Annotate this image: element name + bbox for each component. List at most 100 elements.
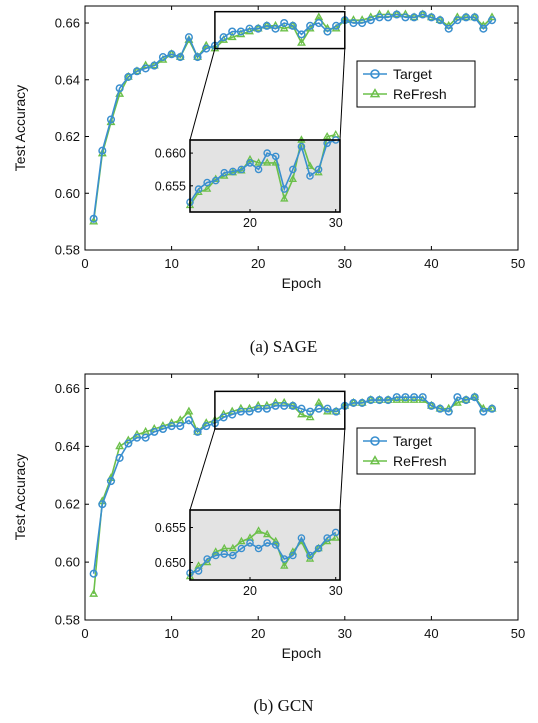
inset-x-tick-label: 20 bbox=[243, 216, 257, 230]
inset-frame bbox=[189, 509, 341, 581]
data-point-target bbox=[124, 439, 133, 448]
data-point-target bbox=[280, 401, 289, 410]
y-tick-label: 0.66 bbox=[55, 16, 80, 31]
data-point-target bbox=[158, 53, 167, 62]
data-point-target bbox=[375, 13, 384, 22]
data-point-target bbox=[184, 416, 193, 425]
data-point-refresh bbox=[452, 397, 462, 406]
data-point-target bbox=[158, 424, 167, 434]
data-point-target bbox=[349, 398, 358, 407]
inset-point-target bbox=[203, 555, 211, 563]
data-point-refresh bbox=[227, 32, 237, 41]
data-point-target bbox=[375, 395, 384, 405]
inset-point-target bbox=[314, 544, 323, 553]
inset-point-target bbox=[237, 544, 246, 553]
inset-y-tick-label: 0.655 bbox=[155, 521, 186, 535]
inset-point-refresh bbox=[280, 561, 289, 569]
data-point-target bbox=[262, 21, 271, 30]
data-point-target bbox=[384, 395, 393, 405]
data-point-refresh bbox=[106, 117, 116, 126]
data-point-target bbox=[444, 24, 453, 33]
legend-label-refresh: ReFresh bbox=[393, 453, 447, 469]
inset-point-refresh bbox=[288, 174, 298, 182]
inset-point-refresh bbox=[211, 547, 220, 555]
inset-point-refresh bbox=[228, 543, 238, 552]
data-point-target bbox=[427, 401, 436, 410]
data-point-target bbox=[314, 18, 323, 28]
y-tick-label: 0.62 bbox=[55, 129, 80, 144]
y-tick-label: 0.66 bbox=[55, 381, 80, 396]
inset-point-target bbox=[297, 534, 306, 542]
data-point-target bbox=[470, 13, 479, 22]
inset-point-refresh bbox=[280, 194, 289, 202]
zoom-connector bbox=[339, 48, 346, 141]
x-tick-label: 20 bbox=[251, 256, 265, 271]
inset-point-refresh bbox=[305, 161, 315, 169]
plot-frame bbox=[84, 373, 519, 621]
inset-x-tick-label: 20 bbox=[243, 584, 257, 598]
data-point-target bbox=[150, 61, 159, 70]
inset-point-target bbox=[280, 185, 289, 193]
inset-point-target bbox=[297, 142, 306, 151]
data-point-refresh bbox=[305, 412, 315, 421]
data-point-target bbox=[254, 24, 263, 33]
inset-point-refresh bbox=[245, 154, 255, 163]
data-point-target bbox=[479, 407, 488, 416]
data-point-target bbox=[461, 395, 471, 405]
plot-frame bbox=[84, 5, 519, 251]
inset-y-tick-label: 0.655 bbox=[155, 179, 186, 193]
data-point-target bbox=[392, 10, 401, 19]
data-point-target bbox=[297, 30, 306, 39]
data-point-target bbox=[98, 146, 107, 155]
data-point-target bbox=[323, 404, 332, 413]
data-point-target bbox=[288, 401, 297, 410]
inset-point-target bbox=[263, 539, 271, 547]
data-point-refresh bbox=[297, 409, 306, 418]
inset-point-target bbox=[194, 567, 203, 575]
y-axis-title: Test Accuracy bbox=[12, 454, 28, 540]
data-point-target bbox=[461, 13, 471, 22]
data-point-refresh bbox=[279, 23, 289, 32]
inset-point-refresh bbox=[262, 529, 272, 538]
data-point-target bbox=[288, 21, 297, 30]
data-point-refresh bbox=[89, 216, 99, 225]
data-point-target bbox=[487, 16, 497, 25]
data-point-target bbox=[245, 24, 254, 33]
data-point-target bbox=[314, 404, 323, 413]
data-point-target bbox=[184, 33, 193, 42]
y-tick-label: 0.60 bbox=[55, 555, 80, 570]
data-point-target bbox=[219, 413, 228, 422]
data-point-target bbox=[124, 72, 133, 81]
data-point-target bbox=[132, 433, 142, 442]
legend-label-target: Target bbox=[393, 66, 432, 82]
inset-point-target bbox=[220, 168, 229, 177]
data-point-target bbox=[306, 21, 315, 30]
data-point-target bbox=[453, 16, 462, 25]
inset-point-target bbox=[271, 541, 280, 549]
data-point-target bbox=[349, 18, 358, 28]
inset-point-refresh bbox=[331, 130, 340, 138]
legend-marker-refresh bbox=[369, 455, 381, 465]
data-point-target bbox=[167, 50, 176, 59]
inset-point-refresh bbox=[254, 158, 263, 166]
x-tick-label: 40 bbox=[424, 256, 438, 271]
x-tick-label: 0 bbox=[81, 626, 88, 641]
x-axis-title: Epoch bbox=[282, 645, 322, 661]
data-point-target bbox=[323, 27, 332, 36]
inset-point-refresh bbox=[254, 526, 263, 534]
data-point-target bbox=[280, 18, 289, 28]
data-point-target bbox=[262, 404, 271, 413]
inset-y-tick-label: 0.650 bbox=[155, 556, 186, 570]
data-point-target bbox=[401, 13, 410, 22]
zoom-connector bbox=[189, 428, 216, 511]
inset-point-target bbox=[289, 165, 297, 174]
zoom-connector bbox=[339, 428, 346, 511]
data-point-target bbox=[236, 27, 245, 36]
inset-line-target bbox=[189, 139, 336, 203]
zoom-box bbox=[214, 10, 346, 50]
data-point-target bbox=[358, 398, 367, 407]
x-tick-label: 50 bbox=[511, 626, 525, 641]
data-point-target bbox=[436, 16, 445, 25]
data-point-refresh bbox=[184, 406, 194, 415]
